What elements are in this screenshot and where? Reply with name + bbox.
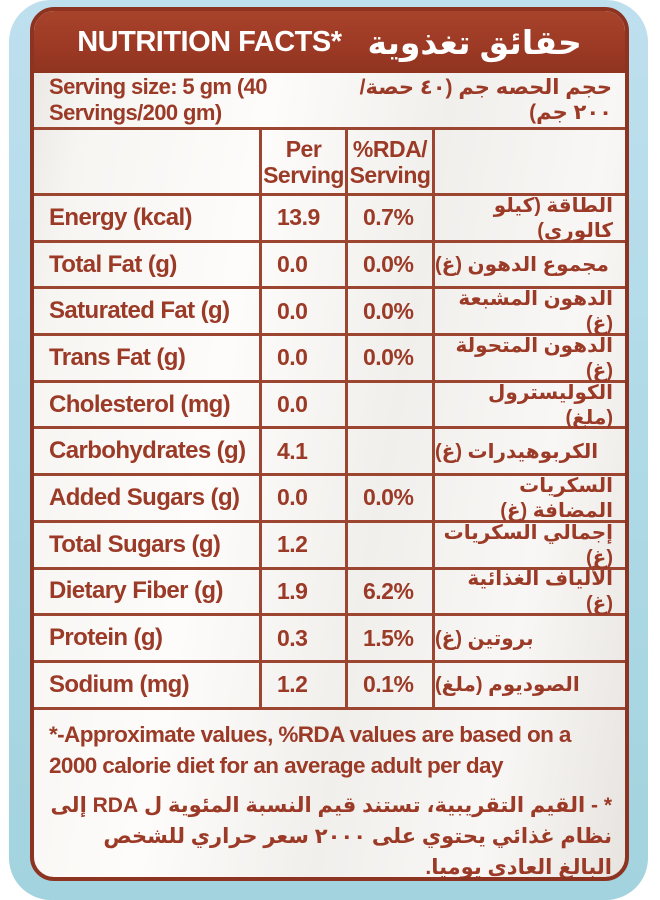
rda-value: 6.2% [345, 569, 432, 614]
header-nutrient-ar [432, 130, 625, 193]
nutrient-name-ar: الألياف الغذائية (غ) [432, 568, 625, 615]
nutrient-name-en: Protein (g) [49, 624, 163, 652]
per-serving-value: 13.9 [259, 196, 345, 240]
per-serving-value: 4.1 [259, 429, 345, 474]
footnotes: *-Approximate values, %RDA values are ba… [34, 710, 625, 879]
title-english: NUTRITION FACTS* [77, 25, 342, 58]
table-row: Added Sugars (g) 0.0 0.0% السكريات المضافة … [34, 475, 625, 523]
nutrition-facts-label: NUTRITION FACTS* حقائق تغذوية Serving si… [30, 7, 629, 881]
nutrient-name-en: Total Fat (g) [49, 250, 177, 278]
per-serving-value: 0.0 [259, 242, 345, 287]
nutrient-name-en: Added Sugars (g) [49, 483, 240, 511]
header-rda-serving: %RDA/ Serving [345, 130, 432, 193]
nutrient-name-ar: الدهون المتحولة (غ) [432, 335, 625, 382]
rda-value [345, 382, 432, 427]
per-serving-value: 0.0 [259, 382, 345, 427]
header-per-serving: Per Serving [259, 130, 345, 193]
nutrient-name-en: Carbohydrates (g) [49, 437, 246, 465]
rda-value: 0.0% [345, 242, 432, 287]
per-serving-value: 1.2 [259, 522, 345, 567]
nutrient-name-ar: الكربوهيدرات (غ) [432, 429, 625, 474]
table-row: Cholesterol (mg) 0.0 الكوليسترول (ملغ) [34, 382, 625, 430]
header-per-line1: Per [285, 135, 322, 162]
footnote-arabic: * - القيم التقريبية، تستند قيم النسبة ال… [50, 793, 612, 879]
serving-size-english: Serving size: 5 gm (40 Servings/200 gm) [49, 74, 267, 125]
nutrient-name-en: Total Sugars (g) [49, 530, 221, 558]
header-rda-line2: Serving [349, 161, 431, 188]
nutrient-name-en: Sodium (mg) [49, 670, 190, 698]
per-serving-value: 0.0 [259, 336, 345, 380]
nutrition-table-body: Energy (kcal) 13.9 0.7% الطاقة (كيلو كالوري… [34, 195, 625, 710]
nutrient-name-ar: الدهون المشبعة (غ) [432, 288, 625, 335]
nutrient-name-ar: إجمالي السكريات (غ) [432, 522, 625, 569]
label-title-band: NUTRITION FACTS* حقائق تغذوية [34, 11, 625, 73]
table-row: Sodium (mg) 1.2 0.1% الصوديوم (ملغ) [34, 662, 625, 710]
nutrient-name-en: Trans Fat (g) [49, 343, 186, 371]
nutrient-name-en: Dietary Fiber (g) [49, 577, 223, 605]
table-row: Total Sugars (g) 1.2 إجمالي السكريات (غ) [34, 522, 625, 570]
per-serving-value: 0.3 [259, 616, 345, 660]
footnote-english: *-Approximate values, %RDA values are ba… [49, 721, 571, 778]
nutrient-name-ar: الصوديوم (ملغ) [432, 662, 625, 707]
header-nutrient-en [34, 130, 259, 193]
rda-value: 0.0% [345, 336, 432, 380]
nutrient-name-ar: السكريات المضافة (غ) [432, 475, 625, 522]
nutrient-name-en: Energy (kcal) [49, 203, 193, 231]
per-serving-value: 1.9 [259, 569, 345, 614]
table-row: Carbohydrates (g) 4.1 الكربوهيدرات (غ) [34, 429, 625, 477]
serving-size-arabic: حجم الحصه جم (٤٠ حصة/٢٠٠ جم) [359, 76, 612, 124]
table-row: Protein (g) 0.3 1.5% بروتين (غ) [34, 616, 625, 663]
title-arabic: حقائق تغذوية [367, 23, 582, 61]
rda-value: 1.5% [345, 616, 432, 660]
rda-value [345, 522, 432, 567]
nutrient-name-ar: مجموع الدهون (غ) [432, 242, 625, 287]
nutrient-name-ar: الطاقة (كيلو كالوري) [432, 195, 625, 242]
table-row: Energy (kcal) 13.9 0.7% الطاقة (كيلو كالوري… [34, 195, 625, 243]
table-row: Saturated Fat (g) 0.0 0.0% الدهون المشبعة (… [34, 288, 625, 337]
nutrient-name-ar: بروتين (غ) [432, 616, 625, 660]
rda-value: 0.0% [345, 476, 432, 520]
per-serving-value: 0.0 [259, 289, 345, 334]
rda-value: 0.1% [345, 662, 432, 707]
nutrient-name-ar: الكوليسترول (ملغ) [432, 382, 625, 429]
nutrient-name-en: Cholesterol (mg) [49, 390, 231, 418]
header-per-line2: Serving [263, 161, 344, 188]
per-serving-value: 0.0 [259, 476, 345, 520]
table-row: Trans Fat (g) 0.0 0.0% الدهون المتحولة (غ) [34, 335, 625, 383]
table-row: Dietary Fiber (g) 1.9 6.2% الألياف الغذائية… [34, 568, 625, 617]
header-rda-line1: %RDA/ [352, 135, 428, 162]
table-header-row: Per Serving %RDA/ Serving [34, 130, 625, 196]
serving-size-row: Serving size: 5 gm (40 Servings/200 gm) … [34, 73, 625, 130]
rda-value: 0.7% [345, 196, 432, 240]
table-row: Total Fat (g) 0.0 0.0% مجموع الدهون (غ) [34, 242, 625, 290]
rda-value: 0.0% [345, 289, 432, 334]
per-serving-value: 1.2 [259, 662, 345, 707]
nutrient-name-en: Saturated Fat (g) [49, 297, 230, 325]
rda-value [345, 429, 432, 474]
